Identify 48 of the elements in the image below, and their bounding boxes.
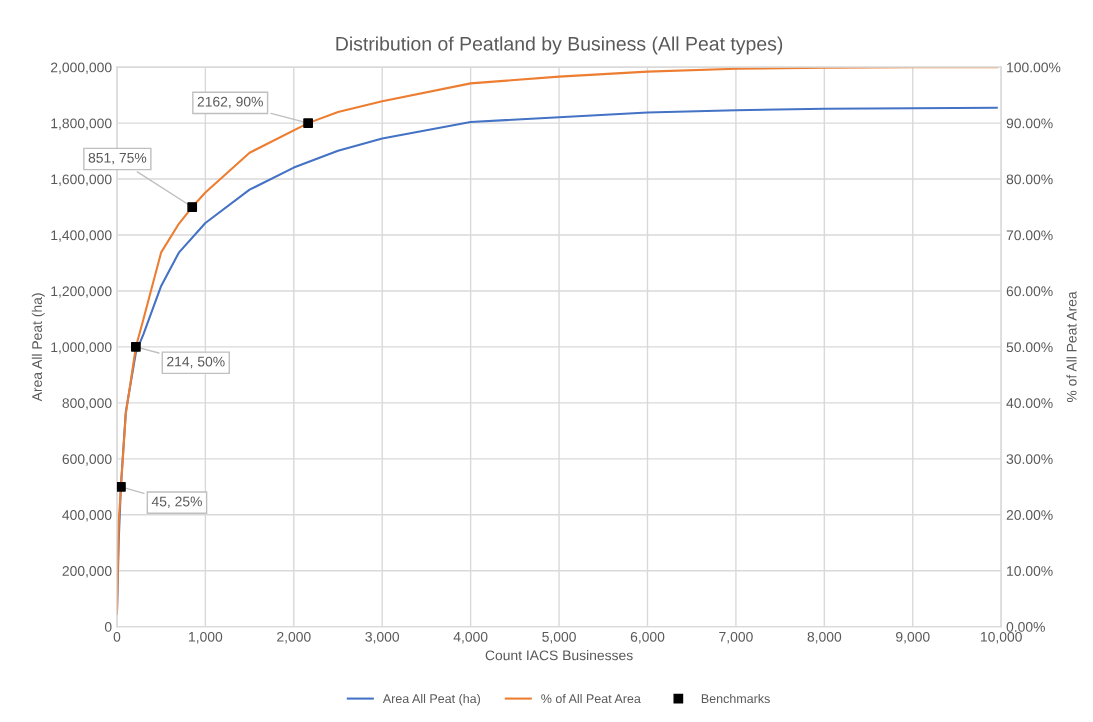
point — [131, 342, 141, 352]
legend-label: Benchmarks — [701, 693, 770, 704]
x-tick-label: 4,000 — [453, 631, 488, 644]
y2-tick-label: 100.00% — [1007, 62, 1061, 73]
point — [303, 118, 313, 128]
y-tick-label: 1,800,000 — [51, 118, 112, 130]
y-tick-label: 800,000 — [62, 398, 112, 410]
y-tick-label: 1,000,000 — [51, 342, 112, 354]
y2-tick-label: 0.00% — [1006, 622, 1045, 632]
legend-label: % of All Peat Area — [541, 693, 641, 704]
y2-tick-label: 50.00% — [1006, 342, 1053, 353]
x-tick-label: 3,000 — [365, 631, 400, 644]
x-axis-title: Count IACS Businesses — [485, 650, 633, 661]
x-tick-label: 10,000 — [981, 631, 1022, 644]
point — [187, 202, 198, 212]
x-tick-label: 9,000 — [896, 631, 930, 644]
y2-tick-label: 70.00% — [1006, 230, 1053, 241]
data-label: 45, 25% — [151, 496, 202, 509]
chart-title: Distribution of Peatland by Business (All Peat types) — [336, 36, 783, 55]
x-tick-label: 7,000 — [719, 631, 753, 644]
y-axis-title: Area All Peat (ha) — [31, 293, 45, 402]
x-tick-label: 6,000 — [630, 631, 665, 644]
x-tick-label: 8,000 — [807, 631, 842, 644]
data-label: 214, 50% — [167, 356, 225, 369]
legend-label: Area All Peat (ha) — [382, 693, 481, 706]
y2-tick-label: 60.00% — [1006, 286, 1053, 297]
y2-axis-title: % of All Peat Area — [1066, 291, 1077, 403]
y-tick-label: 600,000 — [62, 454, 112, 466]
y-tick-label: 400,000 — [62, 510, 112, 522]
y2-tick-label: 10.00% — [1007, 566, 1053, 576]
y-tick-label: 0 — [104, 622, 112, 632]
y2-tick-label: 20.00% — [1006, 510, 1053, 520]
y2-tick-label: 90.00% — [1006, 118, 1053, 129]
x-tick-label: 1,000 — [189, 631, 223, 644]
data-label: 851, 75% — [88, 152, 147, 165]
y-tick-label: 1,600,000 — [51, 174, 112, 186]
y2-tick-label: 30.00% — [1006, 454, 1053, 464]
x-tick-label: 5,000 — [542, 631, 576, 644]
point — [116, 481, 126, 492]
y2-tick-label: 40.00% — [1006, 398, 1053, 409]
x-tick-label: 2,000 — [277, 631, 311, 644]
y2-tick-label: 80.00% — [1006, 174, 1053, 185]
data-label: 2162, 90% — [197, 96, 263, 109]
y-tick-label: 1,400,000 — [51, 230, 112, 242]
y-tick-label: 200,000 — [62, 566, 112, 578]
y-tick-label: 2,000,000 — [51, 62, 112, 74]
y-tick-label: 1,200,000 — [51, 286, 112, 298]
x-tick-label: 0 — [113, 631, 121, 642]
